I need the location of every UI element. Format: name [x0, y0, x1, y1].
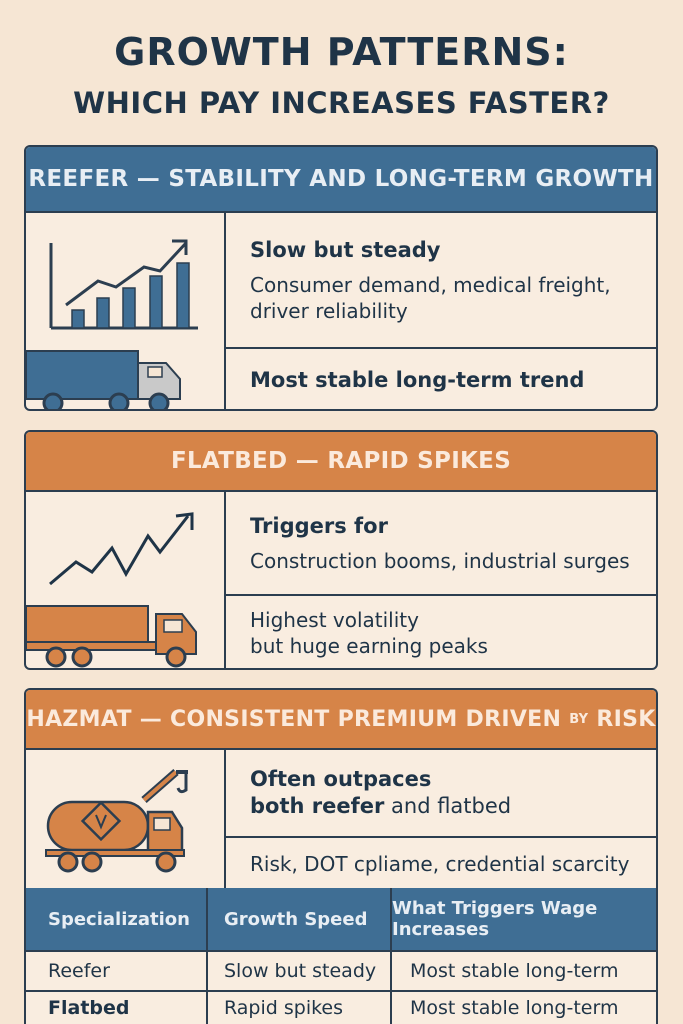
flatbed-card-header: FLATBED — RAPID SPIKES	[26, 432, 656, 492]
reefer-card-header: REEFER — STABILITY AND LONG-TERM GROWTH	[26, 147, 656, 213]
flatbed-triggers-row: Triggers for Construction booms, industr…	[226, 492, 656, 596]
tanker-truck-icon	[45, 768, 188, 873]
flatbed-card: FLATBED — RAPID SPIKES Triggers for Cons…	[24, 430, 658, 670]
table-header-row: Specialization Growth Speed What Trigger…	[26, 888, 656, 950]
hazmat-growth-line2-rest: and flatbed	[384, 794, 512, 818]
comparison-table: Specialization Growth Speed What Trigger…	[24, 888, 658, 1024]
hazmat-growth-row: Often outpaces both reefer and flatbed	[226, 750, 656, 838]
table-header-triggers: What Triggers Wage Increases	[374, 888, 656, 950]
table-row-2-growth: Rapid spikes	[224, 997, 344, 1019]
page-title: GROWTH PATTERNS:	[114, 30, 569, 74]
table-row-1-triggers: Most stable long-term	[410, 960, 619, 982]
hazmat-header-by: BY	[569, 711, 589, 727]
table-row-1-growth: Slow but steady	[224, 960, 377, 982]
hazmat-card-header: HAZMAT — CONSISTENT PREMIUM DRIVEN BY RI…	[26, 690, 656, 750]
reefer-growth-speed: Slow but steady	[250, 237, 441, 262]
table-header-triggers-line2: Increases	[392, 919, 490, 940]
table-header-specialization: Specialization	[48, 908, 190, 930]
table-row-2-specialization: Flatbed	[48, 997, 130, 1019]
hazmat-triggers-row: Risk, DOT cpliame, credential scarcity	[226, 838, 656, 890]
table-header-growth-speed: Growth Speed	[224, 908, 368, 930]
reefer-triggers-line1: Consumer demand, medical freight,	[250, 272, 611, 297]
flatbed-note-row: Highest volatility but huge earning peak…	[226, 596, 656, 668]
table-header-triggers-line1: What Triggers Wage	[392, 898, 598, 919]
reefer-triggers-line2: driver reliability	[250, 298, 408, 323]
hazmat-header-end: RISK	[596, 706, 656, 732]
hazmat-growth-line1: Often outpaces	[250, 767, 432, 791]
reefer-growth-row: Slow but steady Consumer demand, medical…	[226, 213, 656, 349]
reefer-illustration	[26, 213, 226, 409]
flatbed-triggers-label: Triggers for	[250, 513, 388, 538]
reefer-trend: Most stable long-term trend	[250, 367, 585, 392]
flatbed-triggers: Construction booms, industrial surges	[250, 548, 630, 573]
flatbed-illustration	[26, 492, 226, 668]
spike-chart-icon	[26, 512, 197, 668]
hazmat-header-main: HAZMAT — CONSISTENT PREMIUM DRIVEN	[26, 706, 562, 732]
page-subtitle: WHICH PAY INCREASES FASTER?	[73, 86, 610, 120]
hazmat-triggers: Risk, DOT cpliame, credential scarcity	[250, 852, 630, 876]
table-row-1-specialization: Reefer	[48, 960, 110, 982]
flatbed-note-line2: but huge earning peaks	[250, 634, 488, 658]
table-row-2-triggers: Most stable long-term	[410, 997, 619, 1019]
flatbed-note-line1: Highest volatility	[250, 608, 419, 632]
growth-chart-icon	[26, 239, 198, 409]
reefer-trend-row: Most stable long-term trend	[226, 349, 656, 409]
reefer-card: REEFER — STABILITY AND LONG-TERM GROWTH	[24, 145, 658, 411]
hazmat-growth-line2-bold: both reefer	[250, 794, 385, 818]
hazmat-illustration	[26, 750, 226, 890]
